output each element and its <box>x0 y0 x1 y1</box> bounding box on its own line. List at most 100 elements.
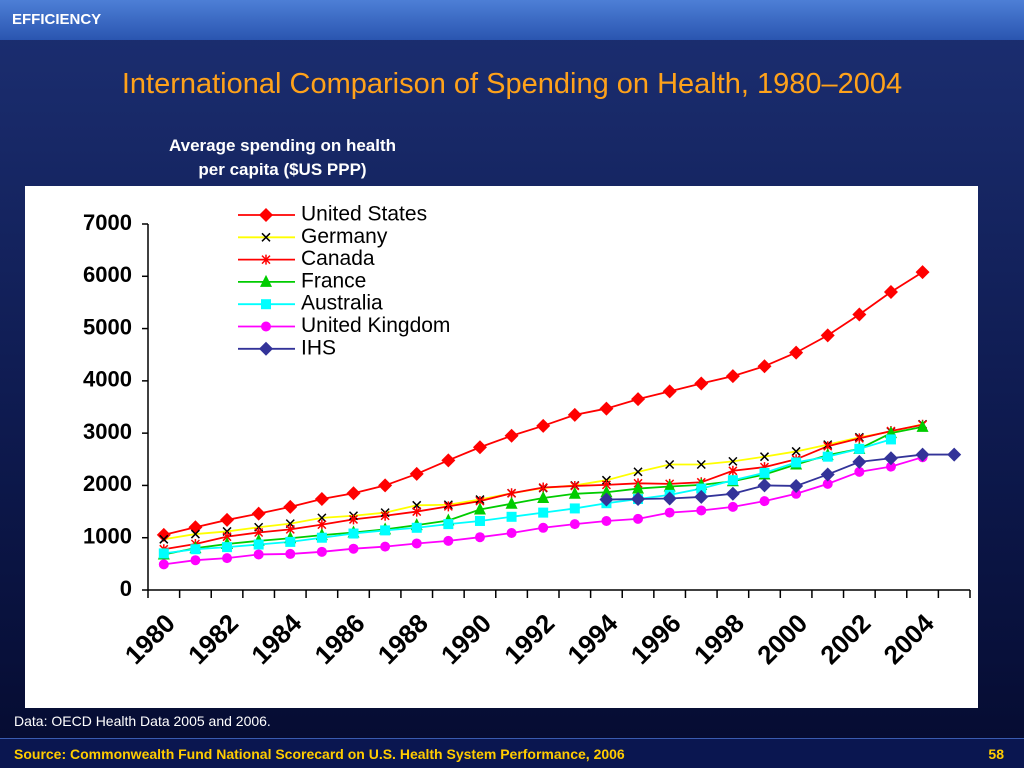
marker-asterisk <box>380 510 390 521</box>
x-tick-label: 2000 <box>751 608 813 670</box>
marker-square <box>158 548 169 559</box>
marker-diamond <box>662 491 677 506</box>
marker-diamond <box>915 265 930 280</box>
marker-asterisk <box>728 465 738 476</box>
marker-diamond <box>599 492 614 507</box>
legend-label: IHS <box>301 336 336 359</box>
marker-diamond <box>409 466 424 481</box>
x-tick-label: 1998 <box>688 608 750 670</box>
marker-square <box>822 451 833 462</box>
marker-diamond <box>536 418 551 433</box>
marker-square <box>759 467 770 478</box>
marker-diamond <box>504 428 519 443</box>
marker-circle <box>727 501 738 512</box>
marker-circle <box>822 478 833 489</box>
y-axis-label: Average spending on health per capita ($… <box>90 134 475 182</box>
marker-x <box>159 534 169 544</box>
legend-label: United States <box>301 203 427 226</box>
y-tick-label: 6000 <box>83 262 132 287</box>
x-tick-label: 1996 <box>625 608 687 670</box>
marker-square <box>727 475 738 486</box>
marker-circle <box>569 519 580 530</box>
marker-triangle <box>473 502 486 515</box>
x-tick-label: 1986 <box>308 608 370 670</box>
marker-diamond <box>631 492 646 507</box>
x-tick-label: 1990 <box>435 608 497 670</box>
marker-diamond <box>662 384 677 399</box>
data-note: Data: OECD Health Data 2005 and 2006. <box>14 713 271 729</box>
marker-circle <box>411 538 422 549</box>
x-tick-label: 2004 <box>878 608 940 670</box>
marker-circle <box>885 461 896 472</box>
marker-circle <box>222 553 233 564</box>
marker-asterisk <box>538 482 548 493</box>
marker-x <box>190 529 200 539</box>
marker-diamond <box>852 454 867 469</box>
marker-circle <box>633 513 644 524</box>
marker-asterisk <box>412 506 422 517</box>
marker-square <box>285 536 296 547</box>
y-axis-label-line: Average spending on health <box>168 136 397 155</box>
marker-x <box>696 459 706 470</box>
marker-triangle <box>600 485 613 498</box>
marker-diamond <box>694 376 709 391</box>
marker-square <box>190 544 201 555</box>
marker-circle <box>854 466 865 477</box>
marker-circle <box>538 522 549 533</box>
x-tick-label: 2002 <box>814 608 876 670</box>
source: Source: Commonwealth Fund National Score… <box>14 746 625 762</box>
marker-circle <box>158 559 169 570</box>
marker-circle <box>601 515 612 526</box>
marker-diamond <box>947 447 962 462</box>
marker-diamond <box>156 527 171 542</box>
marker-x <box>759 452 770 462</box>
y-tick-label: 2000 <box>83 471 132 496</box>
slide-title: International Comparison of Spending on … <box>121 68 903 100</box>
legend-label: France <box>301 269 366 292</box>
page-number: 58 <box>988 746 1004 762</box>
y-tick-label: 3000 <box>83 419 132 444</box>
marker-diamond <box>757 478 772 493</box>
marker-x <box>791 446 801 456</box>
marker-diamond <box>883 284 898 299</box>
x-tick-label: 1984 <box>245 608 307 670</box>
marker-square <box>696 483 707 494</box>
series-line <box>606 453 955 501</box>
legend-label: Australia <box>301 292 383 315</box>
legend-label: Germany <box>301 225 388 248</box>
marker-square <box>791 457 802 468</box>
marker-circle <box>316 546 327 557</box>
x-tick-label: 1980 <box>119 608 181 670</box>
marker-triangle <box>505 496 518 509</box>
marker-diamond <box>259 341 273 356</box>
chart-area: 0 1000 2000 3000 4000 5000 6000 7000 1980 1982 198… <box>25 186 978 708</box>
marker-diamond <box>472 440 487 455</box>
marker-asterisk <box>348 514 359 525</box>
marker-diamond <box>883 451 898 466</box>
marker-circle <box>285 548 296 559</box>
marker-square <box>854 443 865 454</box>
marker-square <box>348 528 359 539</box>
marker-asterisk <box>317 519 327 530</box>
y-tick-label: 4000 <box>83 367 132 392</box>
marker-diamond <box>283 499 298 514</box>
marker-square <box>261 299 271 310</box>
marker-asterisk <box>443 501 453 512</box>
marker-square <box>506 511 517 522</box>
marker-asterisk <box>261 254 271 265</box>
marker-diamond <box>820 328 835 343</box>
marker-square <box>885 434 896 445</box>
marker-diamond <box>757 359 772 374</box>
marker-diamond <box>599 401 614 416</box>
marker-square <box>253 539 264 550</box>
marker-circle <box>380 541 391 552</box>
y-tick-label: 0 <box>120 576 132 601</box>
marker-x <box>728 456 738 466</box>
marker-diamond <box>220 512 235 527</box>
marker-diamond <box>188 520 203 535</box>
marker-diamond <box>725 369 740 384</box>
marker-diamond <box>259 208 273 222</box>
marker-circle <box>261 321 271 332</box>
